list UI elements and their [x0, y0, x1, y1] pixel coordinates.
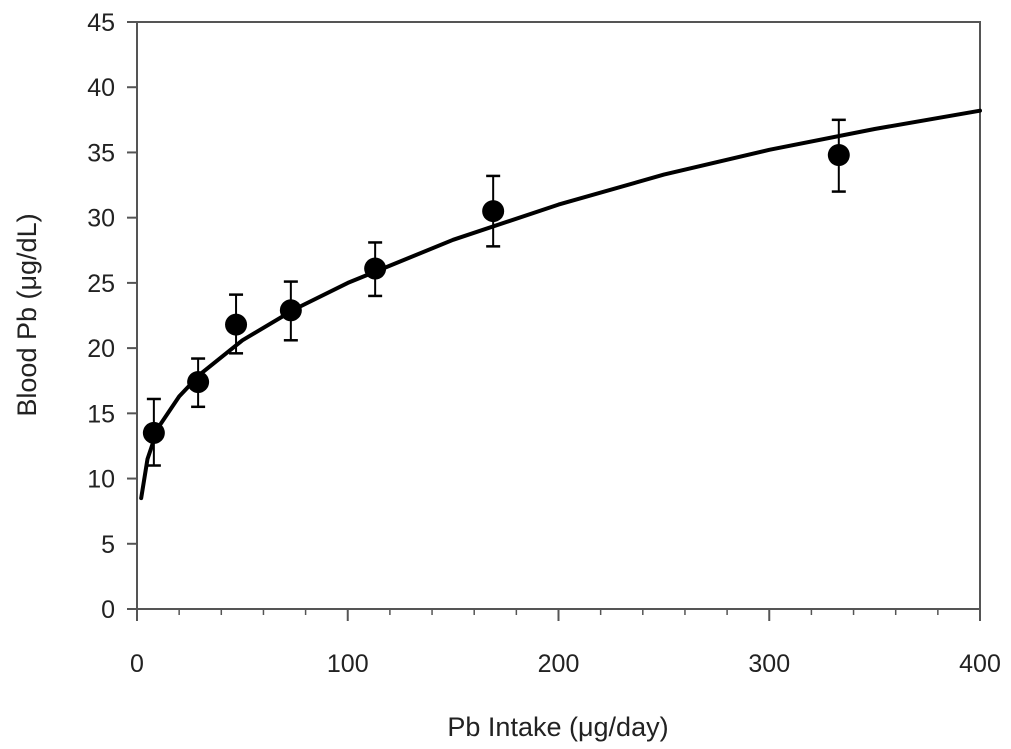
data-point — [364, 257, 387, 280]
x-tick-label: 400 — [959, 650, 1001, 678]
y-tick-label: 25 — [87, 270, 115, 298]
data-point-group — [482, 174, 505, 248]
y-tick-label: 30 — [87, 205, 115, 233]
fit-curve-group — [139, 108, 982, 501]
y-tick-label: 10 — [87, 466, 115, 494]
data-point-group — [187, 357, 210, 409]
x-tick-label: 300 — [748, 650, 790, 678]
data-point — [225, 313, 248, 336]
data-point — [187, 371, 210, 394]
x-tick-label: 0 — [130, 650, 144, 678]
y-tick-label: 40 — [87, 74, 115, 102]
x-axis-title: Pb Intake (μg/day) — [447, 712, 668, 742]
fit-curve — [139, 108, 982, 501]
data-point-group — [364, 241, 387, 298]
y-axis-title: Blood Pb (μg/dL) — [12, 213, 42, 416]
y-axis-ticks: 0 5 10 15 20 25 30 35 40 45 — [87, 9, 137, 624]
y-tick-label: 0 — [101, 596, 115, 624]
data-point-group — [225, 293, 248, 355]
x-tick-label: 200 — [538, 650, 580, 678]
plot-area — [136, 21, 981, 610]
data-point — [279, 299, 302, 322]
data-points-group — [142, 118, 850, 467]
data-point — [827, 144, 850, 167]
data-point — [482, 200, 505, 223]
data-point-group — [827, 118, 850, 193]
y-tick-label: 20 — [87, 335, 115, 363]
data-point-group — [279, 280, 302, 342]
x-tick-label: 100 — [327, 650, 369, 678]
x-axis-ticks: 0 100 200 300 400 — [130, 609, 1001, 678]
data-point-group — [142, 397, 165, 467]
y-tick-label: 35 — [87, 139, 115, 167]
y-tick-label: 5 — [101, 531, 115, 559]
y-tick-label: 45 — [87, 9, 115, 37]
data-point — [142, 421, 165, 444]
y-tick-label: 15 — [87, 400, 115, 428]
